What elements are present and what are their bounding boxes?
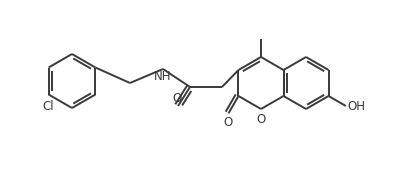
Text: O: O bbox=[224, 116, 233, 129]
Text: NH: NH bbox=[154, 70, 172, 83]
Text: OH: OH bbox=[348, 100, 366, 113]
Text: O: O bbox=[172, 92, 182, 105]
Text: Cl: Cl bbox=[43, 100, 55, 113]
Text: O: O bbox=[256, 113, 265, 126]
